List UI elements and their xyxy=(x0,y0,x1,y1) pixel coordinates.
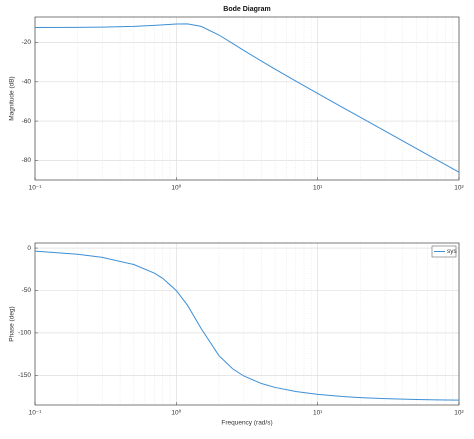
x-tick-label: 10⁻¹ xyxy=(29,185,43,192)
plot-area xyxy=(35,243,459,405)
legend-label: sys xyxy=(447,248,458,255)
y-tick-label: -50 xyxy=(22,287,32,294)
chart-title: Bode Diagram xyxy=(223,6,270,13)
y-axis-label: Phase (deg) xyxy=(9,306,16,341)
x-axis-label: Frequency (rad/s) xyxy=(221,420,272,427)
y-tick-label: -100 xyxy=(18,330,31,337)
y-tick-label: -80 xyxy=(22,157,32,164)
y-tick-label: -40 xyxy=(22,79,32,86)
x-tick-label: 10² xyxy=(454,410,464,417)
data-line xyxy=(34,23,460,173)
data-line xyxy=(34,250,460,401)
x-tick-label: 10⁻¹ xyxy=(29,410,43,417)
y-axis-label: Magnitude (dB) xyxy=(9,76,16,120)
x-tick-label: 10⁰ xyxy=(171,184,181,192)
y-tick-label: 0 xyxy=(27,245,31,252)
axes-frame xyxy=(34,16,460,181)
y-tick-label: -60 xyxy=(22,118,32,125)
x-tick-label: 10² xyxy=(454,185,464,192)
y-tick-label: -150 xyxy=(18,372,31,379)
x-tick-label: 10¹ xyxy=(313,185,323,192)
x-tick-label: 10⁰ xyxy=(171,409,181,417)
y-tick-label: -20 xyxy=(22,39,32,46)
plot-area xyxy=(35,17,459,180)
axes-frame xyxy=(34,242,460,406)
x-tick-label: 10¹ xyxy=(313,410,323,417)
